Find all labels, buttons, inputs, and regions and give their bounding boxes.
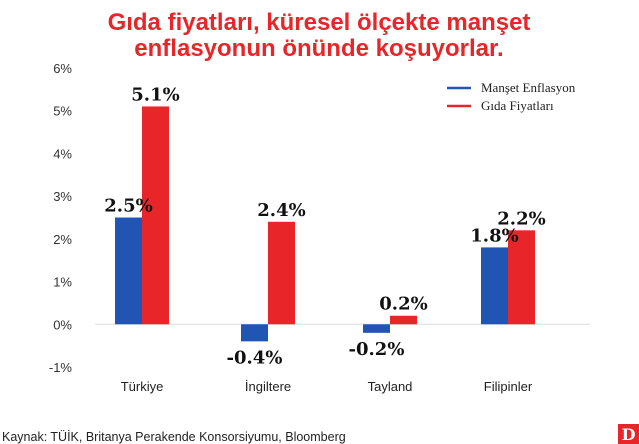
source-note: Kaynak: TÜİK, Britanya Perakende Konsors… xyxy=(2,430,346,444)
data-label-gida-1: 2.4% xyxy=(257,200,305,221)
bar-manset-1 xyxy=(241,324,268,342)
bar-manset-2 xyxy=(363,324,390,333)
logo-box xyxy=(618,424,639,444)
data-label-manset-1: -0.4% xyxy=(227,347,283,368)
y-tick-label: 6% xyxy=(53,61,72,76)
data-label-gida-2: 0.2% xyxy=(379,294,427,315)
bar-gida-3 xyxy=(508,230,535,325)
data-label-gida-3: 2.2% xyxy=(497,208,545,229)
category-label: Filipinler xyxy=(484,379,533,394)
category-label: İngiltere xyxy=(245,379,291,394)
brand-logo: D xyxy=(618,424,639,444)
category-labels: Türkiye İngiltere Tayland Filipinler xyxy=(121,379,533,394)
category-label: Türkiye xyxy=(121,379,164,394)
category-label: Tayland xyxy=(368,379,413,394)
bars xyxy=(115,106,535,342)
y-tick-label: 2% xyxy=(53,232,72,247)
y-tick-label: 5% xyxy=(53,104,72,119)
bar-manset-3 xyxy=(481,247,508,325)
y-tick-label: 4% xyxy=(53,146,72,161)
bar-gida-1 xyxy=(268,221,295,325)
data-label-manset-2: -0.2% xyxy=(349,339,405,360)
bar-gida-2 xyxy=(390,315,417,325)
bar-manset-0 xyxy=(115,217,142,325)
y-tick-label: 1% xyxy=(53,275,72,290)
data-label-gida-0: 5.1% xyxy=(131,84,179,105)
y-tick-label: 0% xyxy=(53,317,72,332)
legend-label-gida: Gıda Fiyatları xyxy=(481,98,554,113)
bar-gida-0 xyxy=(142,106,169,325)
logo-letter: D xyxy=(622,425,636,444)
data-label-manset-3: 1.8% xyxy=(470,225,518,246)
legend-label-manset: Manşet Enflasyon xyxy=(481,80,576,95)
data-label-manset-0: 2.5% xyxy=(104,196,152,217)
y-tick-label: -1% xyxy=(49,360,73,375)
y-tick-label: 3% xyxy=(53,189,72,204)
y-axis-ticks: 6% 5% 4% 3% 2% 1% 0% -1% xyxy=(49,61,73,375)
legend: Manşet Enflasyon Gıda Fiyatları xyxy=(447,80,576,113)
chart-title-line-1: Gıda fiyatları, küresel ölçekte manşet xyxy=(108,9,531,36)
data-labels: 2.5% 5.1% -0.4% 2.4% -0.2% 0.2% 1.8%2.2% xyxy=(104,84,545,368)
chart-title-line-2: enflasyonun önünde koşuyorlar. xyxy=(134,35,503,62)
